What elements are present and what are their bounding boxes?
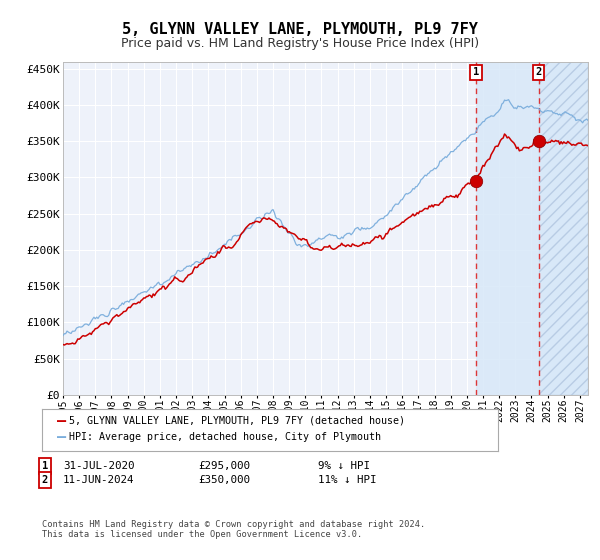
Text: —: — <box>57 430 66 444</box>
Text: 11-JUN-2024: 11-JUN-2024 <box>63 475 134 485</box>
Text: 5, GLYNN VALLEY LANE, PLYMOUTH, PL9 7FY (detached house): 5, GLYNN VALLEY LANE, PLYMOUTH, PL9 7FY … <box>69 416 405 426</box>
Text: Price paid vs. HM Land Registry's House Price Index (HPI): Price paid vs. HM Land Registry's House … <box>121 37 479 50</box>
Text: 11% ↓ HPI: 11% ↓ HPI <box>318 475 377 485</box>
Text: £295,000: £295,000 <box>198 461 250 471</box>
Bar <box>539 62 588 395</box>
Text: Contains HM Land Registry data © Crown copyright and database right 2024.
This d: Contains HM Land Registry data © Crown c… <box>42 520 425 539</box>
Text: 1: 1 <box>42 461 48 471</box>
Text: 31-JUL-2020: 31-JUL-2020 <box>63 461 134 471</box>
Text: 1: 1 <box>473 67 479 77</box>
Text: 9% ↓ HPI: 9% ↓ HPI <box>318 461 370 471</box>
Text: 2: 2 <box>42 475 48 485</box>
Text: 5, GLYNN VALLEY LANE, PLYMOUTH, PL9 7FY: 5, GLYNN VALLEY LANE, PLYMOUTH, PL9 7FY <box>122 22 478 38</box>
Text: —: — <box>57 413 66 428</box>
Text: 2: 2 <box>535 67 542 77</box>
Text: £350,000: £350,000 <box>198 475 250 485</box>
Text: HPI: Average price, detached house, City of Plymouth: HPI: Average price, detached house, City… <box>69 432 381 442</box>
Bar <box>476 62 539 395</box>
